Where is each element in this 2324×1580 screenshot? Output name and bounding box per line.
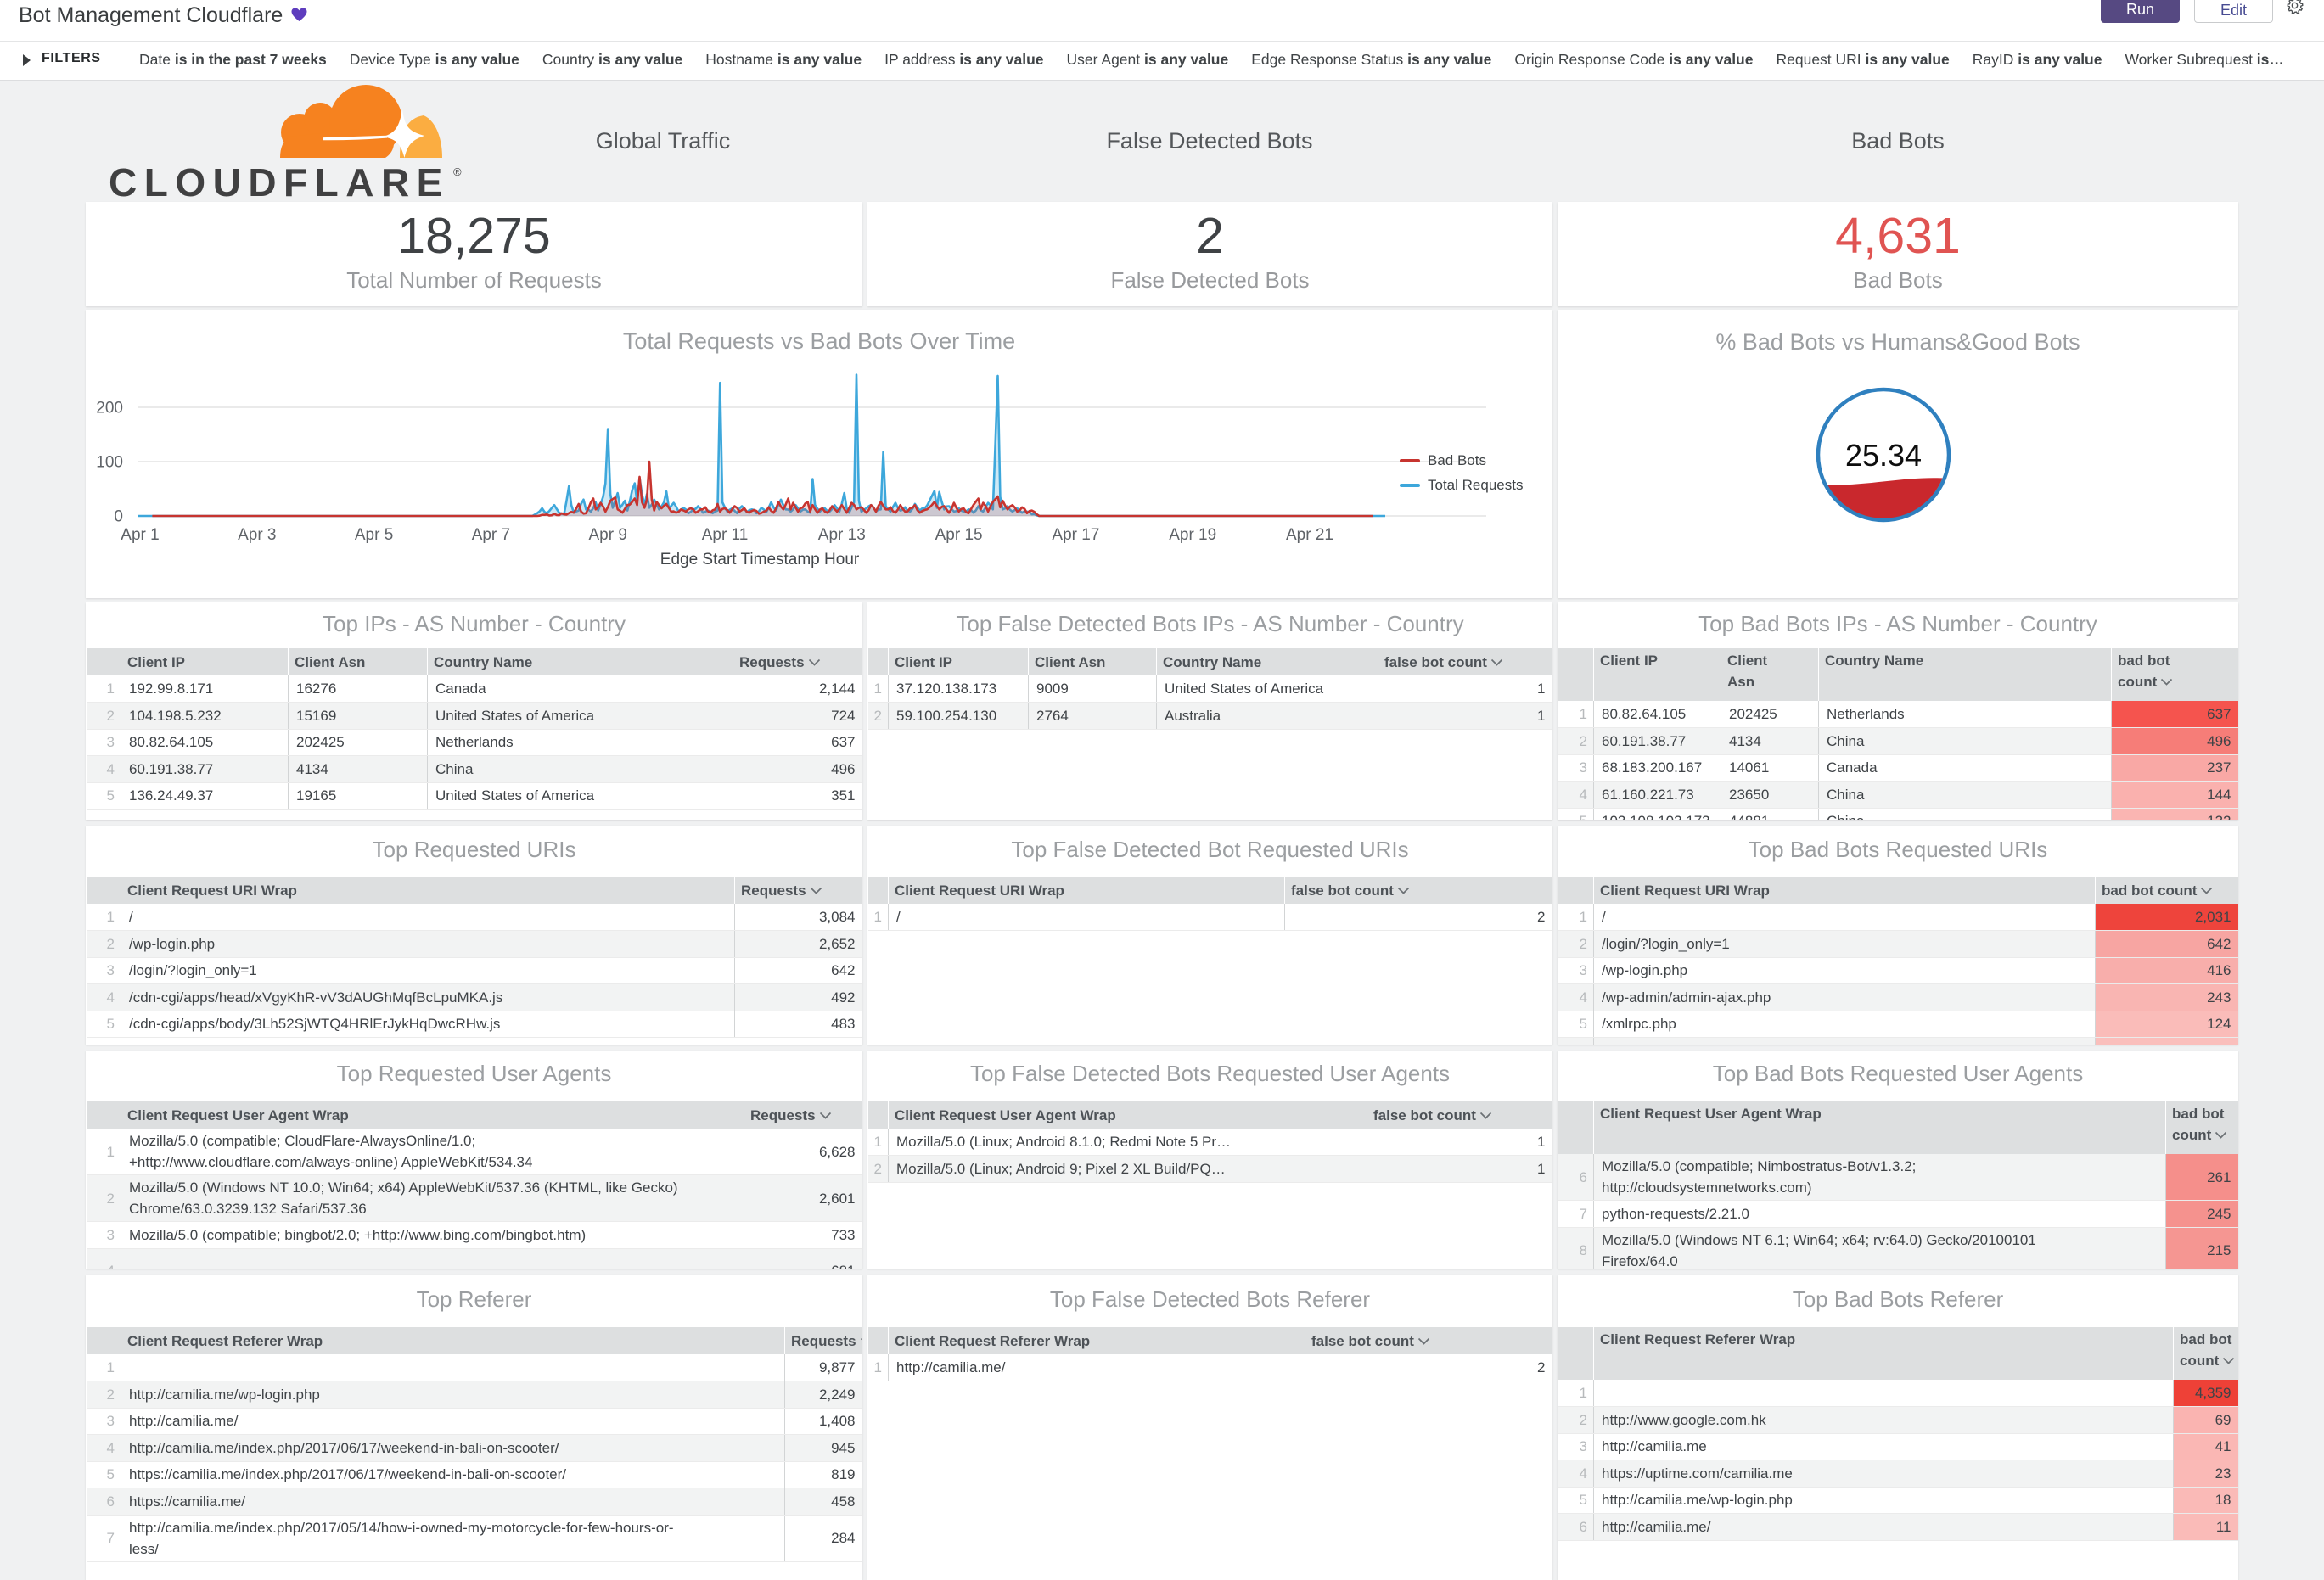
svg-text:Apr 11: Apr 11	[702, 526, 749, 544]
svg-text:Apr 9: Apr 9	[588, 526, 626, 544]
svg-text:0: 0	[114, 508, 123, 526]
svg-text:Apr 7: Apr 7	[472, 526, 510, 544]
svg-text:100: 100	[96, 454, 123, 472]
svg-text:Apr 21: Apr 21	[1286, 526, 1333, 544]
svg-text:Apr 13: Apr 13	[818, 526, 866, 544]
svg-text:Edge Start Timestamp Hour: Edge Start Timestamp Hour	[660, 551, 860, 569]
svg-text:Apr 1: Apr 1	[121, 526, 159, 544]
svg-text:200: 200	[96, 400, 123, 417]
svg-text:Apr 5: Apr 5	[355, 526, 393, 544]
svg-text:25.34: 25.34	[1845, 438, 1922, 473]
svg-text:Apr 15: Apr 15	[935, 526, 983, 544]
svg-text:Apr 17: Apr 17	[1052, 526, 1099, 544]
svg-text:Apr 3: Apr 3	[238, 526, 276, 544]
svg-text:Apr 19: Apr 19	[1169, 526, 1216, 544]
svg-text:CLOUDFLARE: CLOUDFLARE	[109, 160, 450, 199]
svg-text:®: ®	[453, 165, 462, 178]
